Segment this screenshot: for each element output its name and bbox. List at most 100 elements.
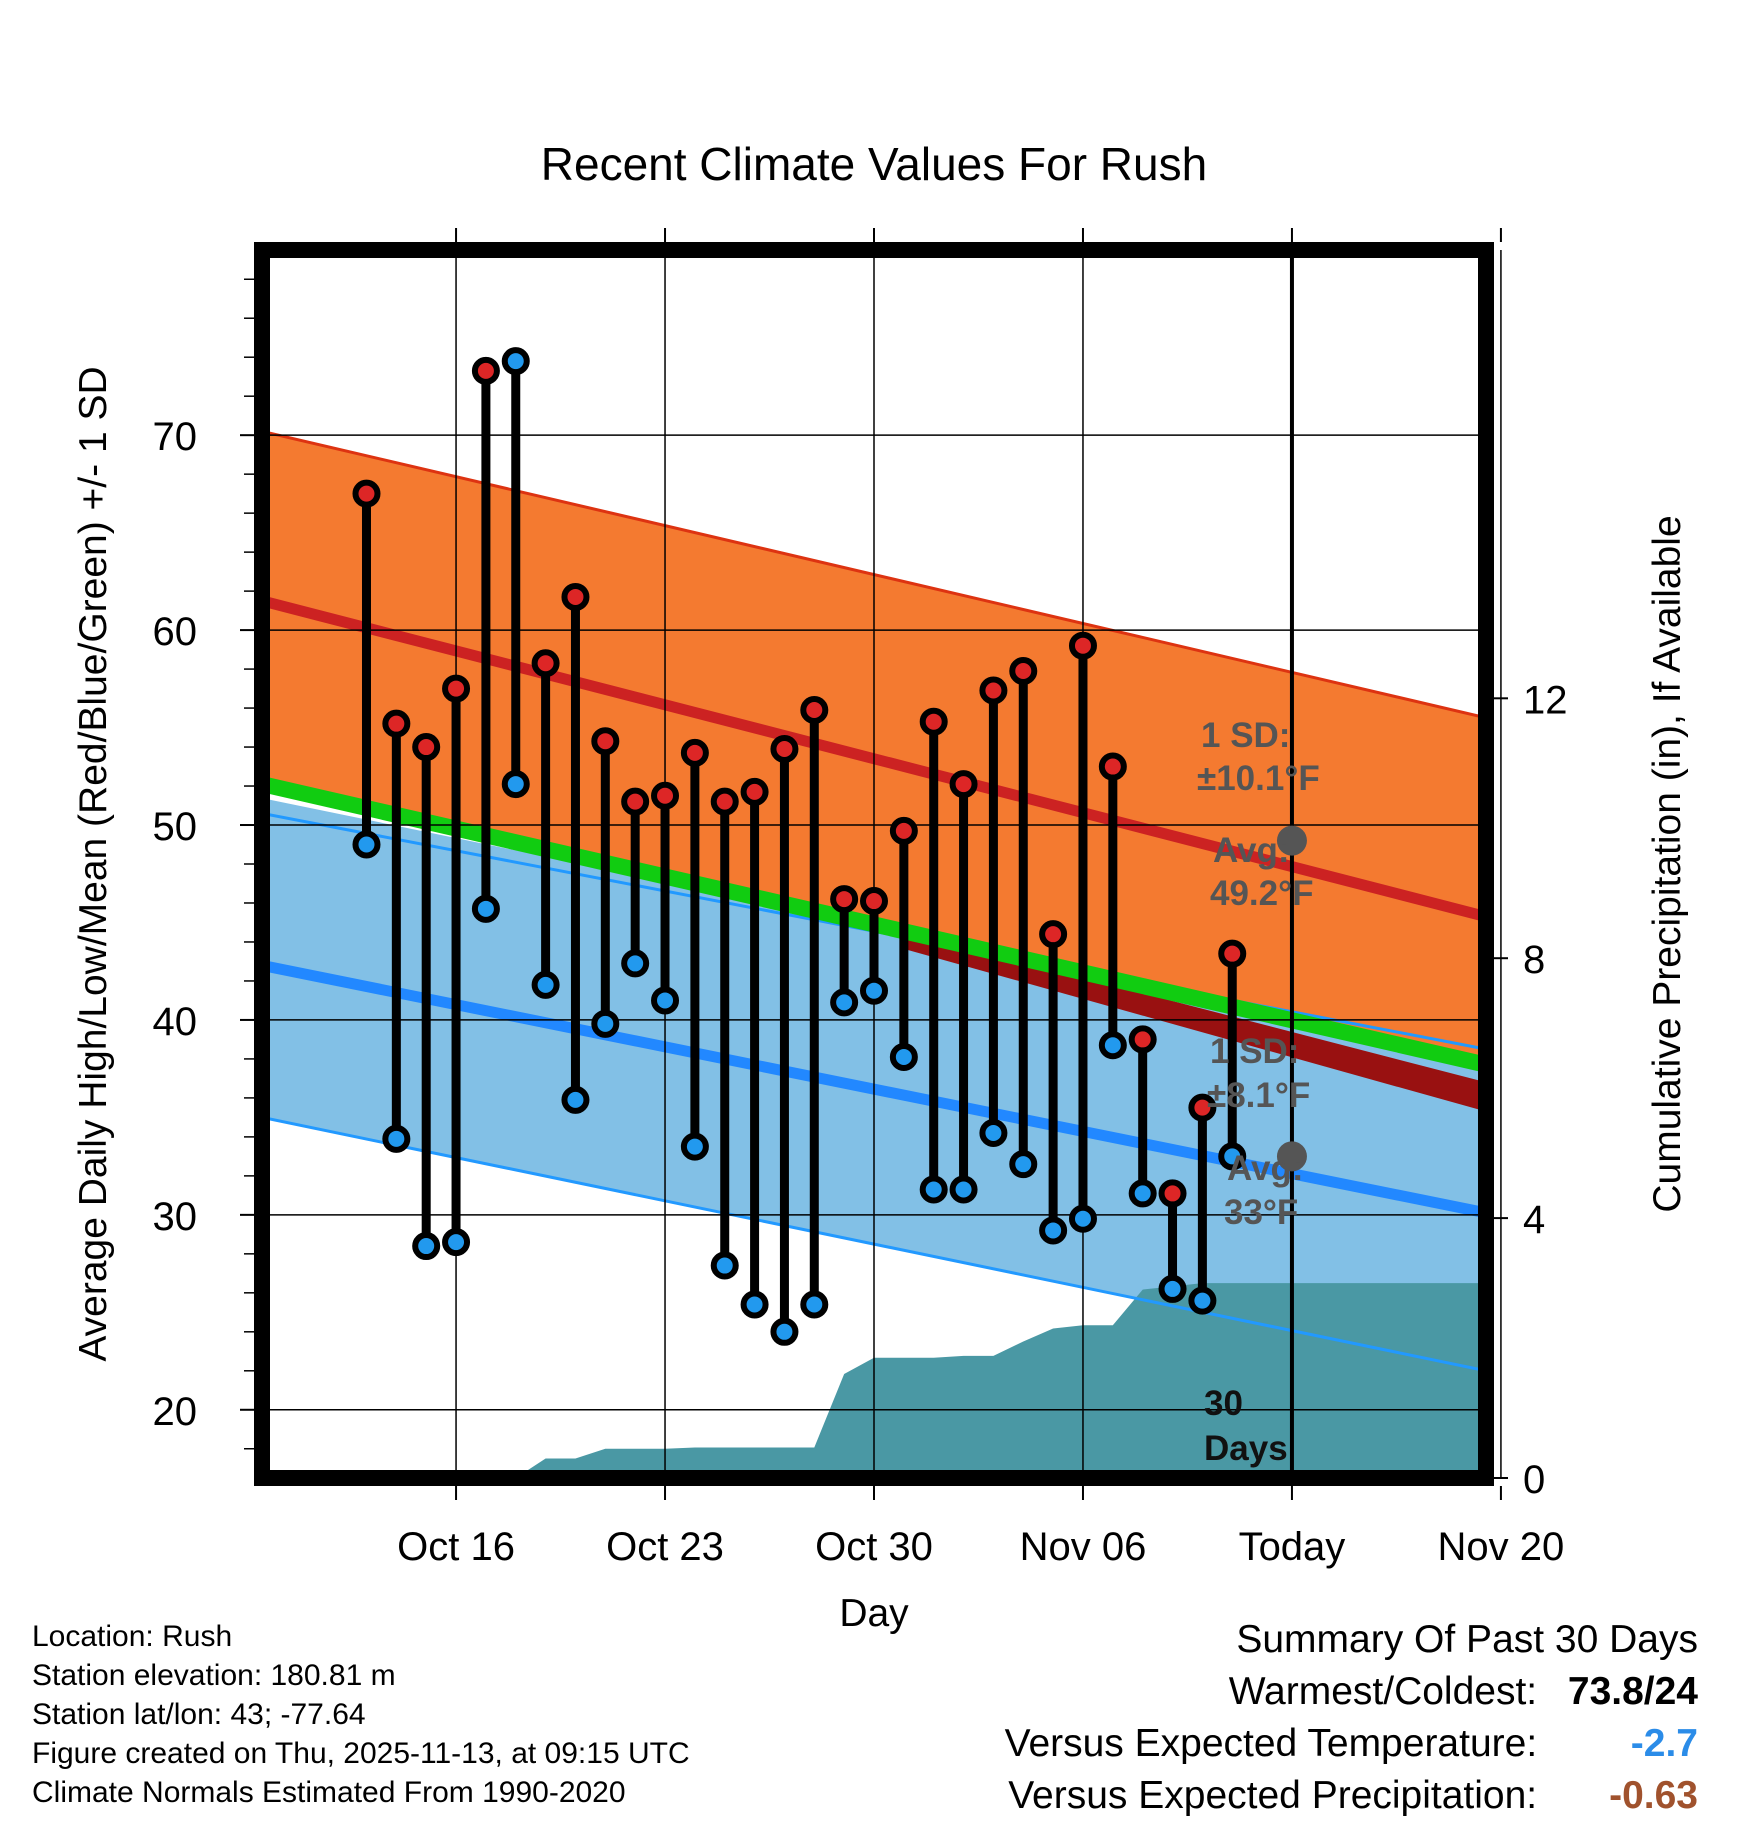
low-point xyxy=(621,949,650,978)
y-tick-label-right: 0 xyxy=(1523,1458,1545,1502)
low-sd-label: 1 SD: xyxy=(1210,1032,1299,1071)
high-sd-value: ±10.1°F xyxy=(1197,759,1320,798)
high-point xyxy=(352,479,381,508)
high-point xyxy=(680,738,709,767)
x-tick-label: Oct 30 xyxy=(815,1525,933,1569)
warm-cold-row: Warmest/Coldest: 73.8/24 xyxy=(798,1666,1698,1718)
today-high-avg-dot xyxy=(1276,825,1307,856)
low-point xyxy=(1098,1031,1127,1060)
x-axis-label: Day xyxy=(839,1592,909,1635)
high-point xyxy=(1188,1093,1217,1122)
low-point xyxy=(1128,1179,1157,1208)
warm-cold-label: Warmest/Coldest: xyxy=(1228,1670,1538,1713)
low-point xyxy=(1068,1204,1097,1233)
x-tick-label: Nov 20 xyxy=(1438,1525,1565,1569)
high-point xyxy=(382,709,411,738)
high-avg-value: 49.2°F xyxy=(1210,874,1314,913)
y-tick-label-right: 12 xyxy=(1523,678,1568,722)
precip-label: Versus Expected Precipitation: xyxy=(1008,1774,1538,1817)
low-point xyxy=(710,1251,739,1280)
x-tick-label: Oct 23 xyxy=(606,1525,724,1569)
precip-area xyxy=(366,1283,1486,1478)
y-tick-label-left: 50 xyxy=(153,805,198,849)
high-point xyxy=(1158,1179,1187,1208)
y-tick-label-left: 20 xyxy=(153,1390,198,1434)
low-point xyxy=(352,830,381,859)
low-point xyxy=(1009,1150,1038,1179)
window-label-days: Days xyxy=(1204,1429,1288,1468)
y-tick-label-left: 70 xyxy=(153,415,198,459)
low-point xyxy=(382,1124,411,1153)
low-avg-label: Avg: xyxy=(1227,1149,1303,1188)
temp-value: -2.7 xyxy=(1630,1722,1698,1765)
precip-value: -0.63 xyxy=(1609,1774,1698,1817)
low-point xyxy=(442,1228,471,1257)
station-info: Location: Rush Station elevation: 180.81… xyxy=(32,1617,690,1812)
low-point xyxy=(830,988,859,1017)
low-sd-value: ±8.1°F xyxy=(1207,1076,1310,1115)
high-point xyxy=(471,356,500,385)
x-tick-label: Today xyxy=(1239,1525,1346,1569)
low-point xyxy=(1188,1286,1217,1315)
high-point xyxy=(591,727,620,756)
high-point xyxy=(919,707,948,736)
high-point xyxy=(1128,1025,1157,1054)
low-point xyxy=(800,1290,829,1319)
high-point xyxy=(889,816,918,845)
summary-panel: Summary Of Past 30 Days Warmest/Coldest:… xyxy=(798,1614,1698,1822)
low-point xyxy=(979,1118,1008,1147)
high-point xyxy=(412,733,441,762)
high-point xyxy=(501,347,530,376)
high-point xyxy=(710,787,739,816)
location-text: Location: Rush xyxy=(32,1620,233,1653)
high-point xyxy=(1039,920,1068,949)
low-point xyxy=(561,1085,590,1114)
y-tick-label-left: 30 xyxy=(153,1195,198,1239)
high-point xyxy=(1218,939,1247,968)
low-point xyxy=(531,970,560,999)
high-point xyxy=(949,770,978,799)
window-label-30: 30 xyxy=(1204,1384,1243,1423)
low-point xyxy=(591,1009,620,1038)
high-point xyxy=(860,887,888,916)
y-tick-label-left: 60 xyxy=(153,610,198,654)
low-point xyxy=(740,1290,769,1319)
chart-title: Recent Climate Values For Rush xyxy=(541,138,1207,190)
y-tick-label-right: 8 xyxy=(1523,938,1545,982)
created-text: Figure created on Thu, 2025-11-13, at 09… xyxy=(32,1737,690,1770)
low-point xyxy=(1218,1142,1247,1171)
high-point xyxy=(740,777,769,806)
latlon-text: Station lat/lon: 43; -77.64 xyxy=(32,1698,366,1731)
low-point xyxy=(651,986,680,1015)
high-point xyxy=(1098,752,1127,781)
high-point xyxy=(1009,657,1038,686)
temp-label: Versus Expected Temperature: xyxy=(1004,1722,1538,1765)
low-point xyxy=(889,1042,918,1071)
high-sd-label: 1 SD: xyxy=(1201,716,1290,755)
y-axis-label-left: Average Daily High/Low/Mean (Red/Blue/Gr… xyxy=(72,366,115,1361)
high-point xyxy=(1068,631,1097,660)
high-point xyxy=(651,781,680,810)
y-tick-label-left: 40 xyxy=(153,1000,198,1044)
y-axis-label-right: Cumulative Precipitation (in), If Availa… xyxy=(1646,515,1689,1212)
high-point xyxy=(830,885,859,914)
low-point xyxy=(919,1175,948,1204)
high-point xyxy=(770,734,799,763)
warm-cold-value: 73.8/24 xyxy=(1567,1670,1698,1713)
low-point xyxy=(770,1317,799,1346)
elevation-text: Station elevation: 180.81 m xyxy=(32,1659,396,1692)
high-point xyxy=(561,582,590,611)
low-point xyxy=(860,976,888,1005)
low-point xyxy=(1039,1216,1068,1245)
today-low-avg-dot xyxy=(1276,1141,1307,1172)
low-point xyxy=(412,1232,441,1261)
high-point xyxy=(979,676,1008,705)
low-point xyxy=(471,894,500,923)
plot-frame xyxy=(254,242,1494,1486)
low-point xyxy=(1158,1274,1187,1303)
normals-text: Climate Normals Estimated From 1990-2020 xyxy=(32,1776,626,1809)
low-point xyxy=(949,1175,978,1204)
summary-header: Summary Of Past 30 Days xyxy=(1236,1618,1698,1661)
high-avg-label: Avg: xyxy=(1213,831,1289,870)
